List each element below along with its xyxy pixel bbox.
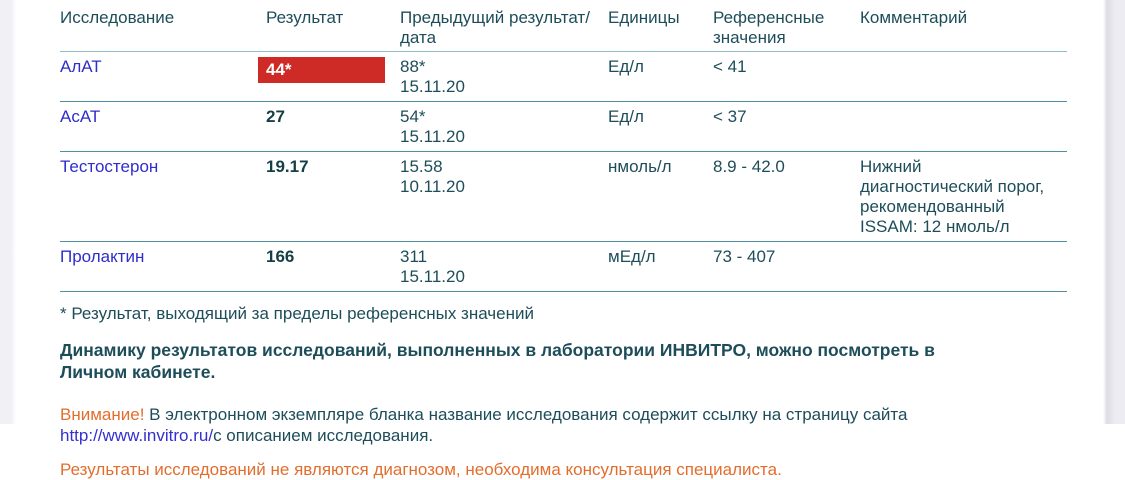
- page-edge-left: [0, 0, 16, 424]
- attention-link-suffix: с описанием исследования.: [213, 426, 434, 445]
- units-value: мЕд/л: [608, 247, 656, 266]
- previous-result-date: 15.11.20: [400, 77, 465, 96]
- diagnosis-disclaimer: Результаты исследований не являются диаг…: [60, 460, 782, 479]
- reference-value: < 41: [713, 57, 747, 76]
- comment-value: [860, 242, 1067, 291]
- lab-report-content: Исследование Результат Предыдущий резуль…: [60, 0, 1067, 480]
- dynamics-notice: Динамику результатов исследований, выпол…: [60, 339, 1067, 383]
- attention-label: Внимание!: [60, 405, 145, 424]
- test-name-link[interactable]: Тестостерон: [60, 157, 159, 176]
- previous-result-value: 15.58: [400, 157, 443, 176]
- previous-result-value: 311: [400, 247, 428, 266]
- result-value: 166: [266, 247, 295, 266]
- table-header-row: Исследование Результат Предыдущий резуль…: [60, 0, 1067, 52]
- column-header-comment: Комментарий: [860, 8, 968, 27]
- results-table: Исследование Результат Предыдущий резуль…: [60, 0, 1067, 292]
- table-row-prolactin: Пролактин 166 311 15.11.20 мЕд/л 73 - 40…: [60, 242, 1067, 292]
- reference-value: < 37: [713, 107, 747, 126]
- column-header-study: Исследование: [60, 8, 175, 27]
- table-row-testosterone: Тестостерон 19.17 15.58 10.11.20 нмоль/л…: [60, 152, 1067, 242]
- column-header-result: Результат: [266, 8, 344, 27]
- units-value: нмоль/л: [608, 157, 672, 176]
- invitro-url-link[interactable]: http://www.invitro.ru/: [60, 426, 214, 445]
- out-of-range-footnote: * Результат, выходящий за пределы рефере…: [60, 304, 534, 323]
- reference-value: 73 - 407: [713, 247, 776, 266]
- test-name-link[interactable]: АлАТ: [60, 57, 102, 76]
- column-header-previous: Предыдущий результат/дата: [400, 8, 590, 47]
- page-edge-right: [1103, 0, 1125, 424]
- dynamics-notice-line2: Личном кабинете.: [60, 362, 216, 382]
- previous-result-value: 88*: [400, 57, 426, 76]
- result-value: 27: [266, 107, 285, 126]
- reference-value: 8.9 - 42.0: [713, 157, 785, 176]
- units-value: Ед/л: [608, 107, 644, 126]
- comment-value: [860, 102, 1067, 151]
- previous-result-date: 15.11.20: [400, 267, 465, 286]
- units-value: Ед/л: [608, 57, 644, 76]
- column-header-reference: Референсные значения: [713, 8, 825, 47]
- test-name-link[interactable]: Пролактин: [60, 247, 145, 266]
- column-header-units: Единицы: [608, 8, 680, 27]
- previous-result-date: 15.11.20: [400, 127, 465, 146]
- previous-result-date: 10.11.20: [400, 177, 465, 196]
- test-name-link[interactable]: АсАТ: [60, 107, 101, 126]
- comment-value: Нижний диагностический порог, рекомендов…: [860, 157, 1045, 236]
- attention-text: В электронном экземпляре бланка название…: [144, 405, 908, 424]
- table-row-asat: АсАТ 27 54* 15.11.20 Ед/л < 37: [60, 102, 1067, 152]
- previous-result-value: 54*: [400, 107, 426, 126]
- attention-notice: Внимание! В электронном экземпляре бланк…: [60, 404, 1067, 446]
- table-row-alat: АлАТ 44* 88* 15.11.20 Ед/л < 41: [60, 52, 1067, 102]
- result-value: 19.17: [266, 157, 309, 176]
- dynamics-notice-line1: Динамику результатов исследований, выпол…: [60, 340, 935, 360]
- flagged-result-badge: 44*: [258, 57, 385, 83]
- comment-value: [860, 52, 1067, 101]
